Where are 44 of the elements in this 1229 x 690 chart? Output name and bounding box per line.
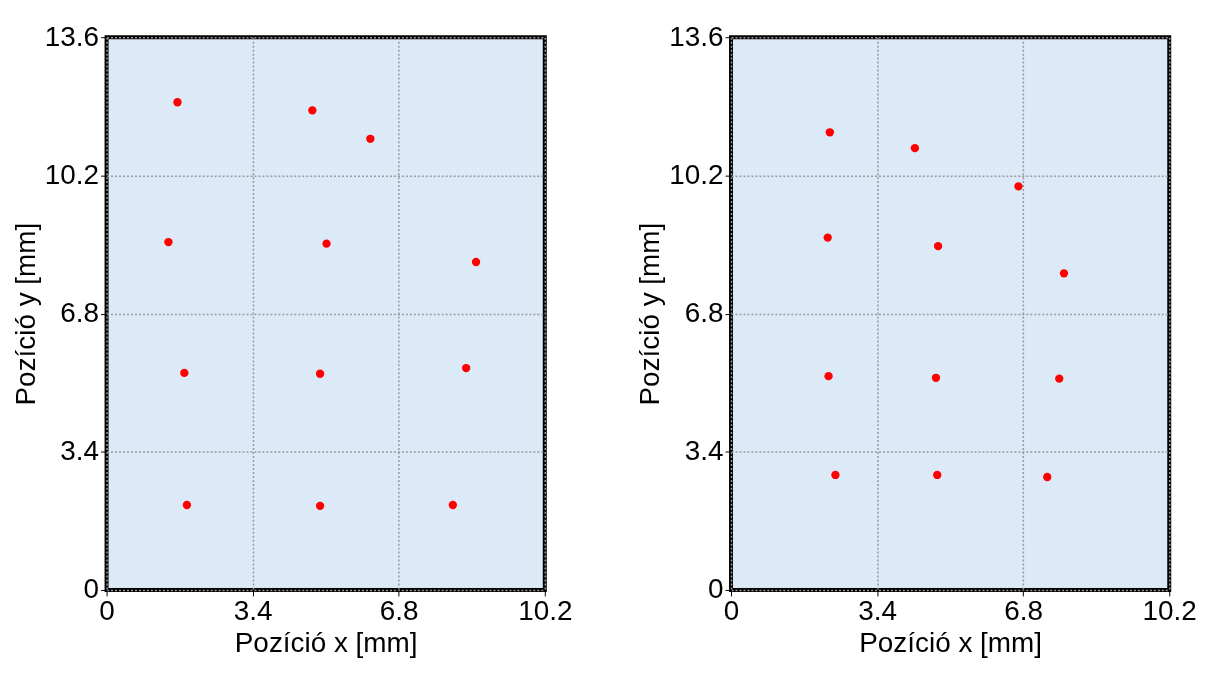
point <box>308 106 317 115</box>
x-axis-title: Pozíció x [mm] <box>234 627 418 659</box>
x-tick-label: 3.4 <box>233 595 273 627</box>
x-tick-label: 6.8 <box>1004 595 1044 627</box>
point <box>448 500 458 510</box>
point <box>910 144 920 153</box>
x-tick-label: 6.8 <box>379 595 419 627</box>
point <box>173 98 182 107</box>
point <box>164 237 173 247</box>
point <box>322 239 331 248</box>
point <box>1055 374 1064 383</box>
y-tick-label: 13.6 <box>44 20 100 52</box>
y-tick-label: 6.8 <box>60 297 100 329</box>
y-axis-title: Pozíció y [mm] <box>9 222 41 406</box>
point <box>366 134 375 143</box>
x-tick-label: 3.4 <box>858 595 897 627</box>
point <box>462 363 471 373</box>
point <box>931 373 941 382</box>
point <box>824 372 833 381</box>
point <box>182 500 192 510</box>
point <box>823 233 832 242</box>
point <box>471 257 481 267</box>
point <box>1059 269 1069 278</box>
point <box>1043 472 1052 482</box>
x-tick-label: 10.2 <box>518 595 573 627</box>
point <box>315 369 325 378</box>
y-axis-title: Pozíció y [mm] <box>634 222 666 406</box>
point <box>933 470 942 480</box>
y-tick-label: 3.4 <box>684 435 724 467</box>
point <box>1014 182 1023 191</box>
point <box>831 470 840 480</box>
y-tick-label: 10.2 <box>669 158 724 190</box>
y-tick-label: 0 <box>83 573 100 605</box>
point <box>933 241 943 251</box>
point <box>825 128 835 137</box>
y-tick-label: 6.8 <box>684 297 724 329</box>
point <box>315 501 325 510</box>
x-axis-title: Pozíció x [mm] <box>859 627 1043 659</box>
x-tick-label: 10.2 <box>1142 595 1197 627</box>
y-tick-label: 10.2 <box>44 158 100 190</box>
y-tick-label: 13.6 <box>669 20 724 52</box>
y-tick-label: 0 <box>708 573 724 605</box>
y-tick-label: 3.4 <box>60 435 100 467</box>
point <box>180 368 189 378</box>
